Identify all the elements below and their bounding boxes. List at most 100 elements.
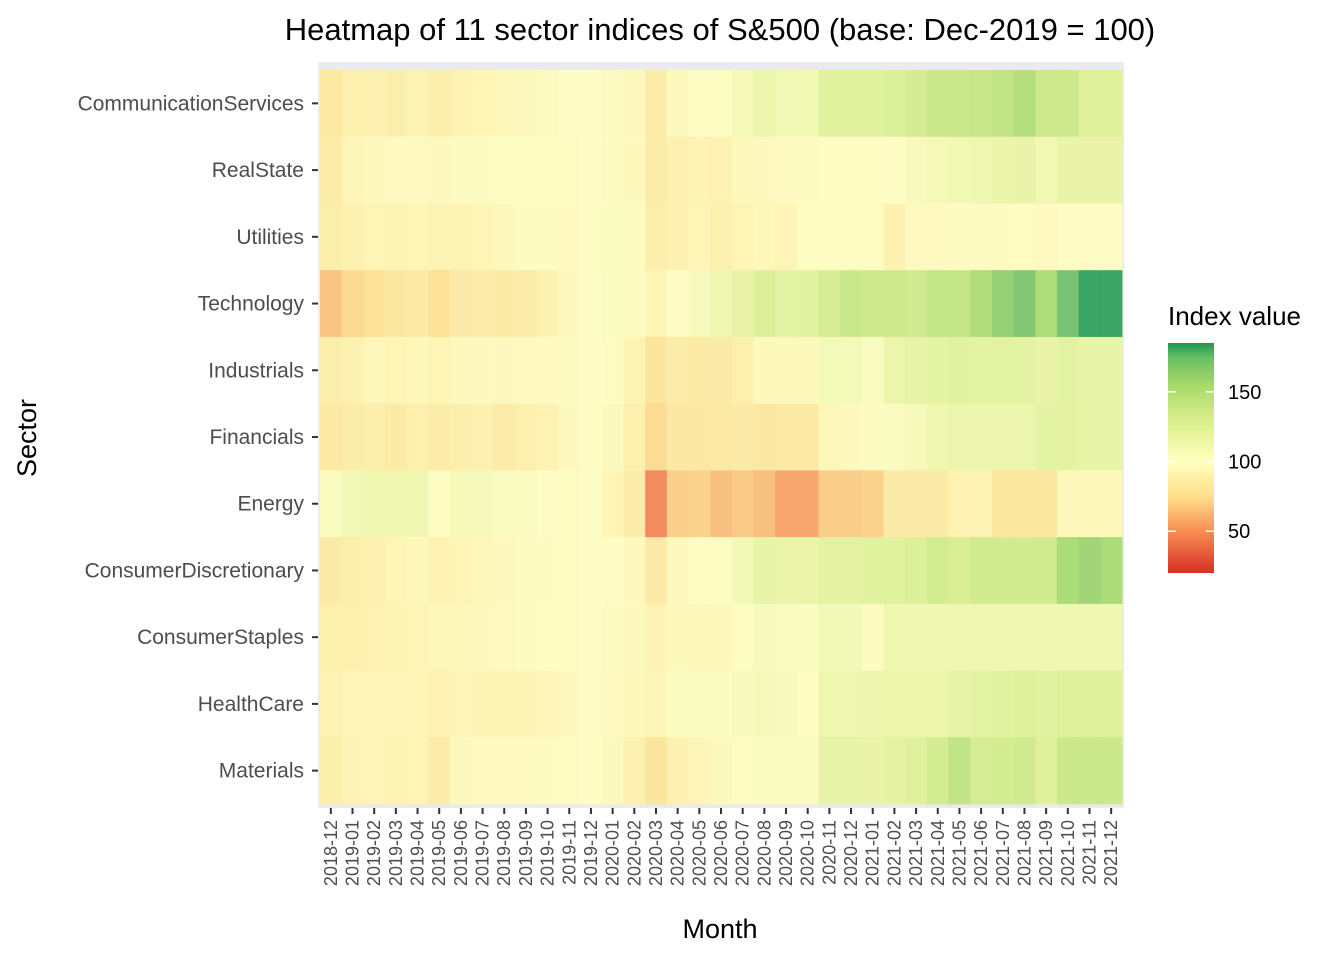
heatmap-cell	[363, 737, 386, 805]
heatmap-cell	[623, 336, 646, 405]
heatmap-cell	[623, 203, 646, 271]
heatmap-cell	[406, 403, 429, 471]
heatmap-cell	[1013, 270, 1036, 338]
x-tick-label: 2021-02	[884, 820, 904, 886]
x-tick-label: 2019-02	[364, 820, 384, 886]
heatmap-cell	[645, 270, 668, 338]
heatmap-cell	[406, 670, 429, 738]
heatmap-cell	[710, 470, 733, 538]
heatmap-cell	[926, 136, 949, 204]
heatmap-cell	[1056, 336, 1080, 405]
x-tick-label: 2021-06	[971, 820, 991, 886]
x-tick-label: 2020-03	[646, 820, 666, 886]
heatmap-cell	[450, 136, 473, 204]
heatmap-cell	[926, 203, 949, 271]
heatmap-cell	[1013, 403, 1036, 471]
heatmap-cell	[1078, 270, 1101, 338]
heatmap-cell	[385, 537, 408, 605]
heatmap-cell	[731, 270, 754, 338]
heatmap-cell	[341, 537, 364, 605]
x-tick-label: 2020-02	[624, 820, 644, 886]
heatmap-cell	[775, 537, 798, 605]
heatmap-cell	[840, 136, 863, 204]
heatmap-cell	[970, 136, 993, 204]
heatmap-cell	[645, 470, 668, 538]
heatmap-cell	[1078, 537, 1101, 605]
heatmap-cell	[666, 336, 689, 405]
heatmap-cell	[645, 136, 668, 204]
y-tick-label: Financials	[209, 426, 304, 449]
heatmap-cell	[840, 470, 863, 538]
heatmap-cell	[883, 670, 906, 738]
x-tick-label: 2018-12	[321, 820, 341, 886]
heatmap-cell	[536, 336, 559, 405]
heatmap-cell	[753, 203, 776, 271]
y-tick-label: RealState	[212, 159, 304, 182]
heatmap-cell	[861, 537, 884, 605]
color-legend: Index value 50 100 150	[1168, 301, 1301, 573]
x-tick-label: 2019-03	[386, 820, 406, 886]
heatmap-cell	[926, 270, 949, 338]
heatmap-tiles	[320, 70, 1123, 805]
heatmap-cell	[796, 670, 819, 738]
heatmap-cell	[558, 537, 581, 605]
heatmap-cell	[840, 670, 863, 738]
heatmap-cell	[385, 737, 408, 805]
x-tick-label: 2019-01	[343, 820, 363, 886]
heatmap-cell	[1035, 203, 1058, 271]
heatmap-cell	[385, 136, 408, 204]
legend-tick-label: 100	[1228, 451, 1261, 473]
heatmap-cell	[450, 403, 473, 471]
heatmap-cell	[536, 537, 559, 605]
heatmap-cell	[883, 70, 906, 138]
heatmap-cell	[666, 270, 689, 338]
heatmap-cell	[840, 203, 863, 271]
heatmap-cell	[363, 470, 386, 538]
heatmap-cell	[818, 403, 841, 471]
heatmap-cell	[558, 336, 581, 405]
heatmap-cell	[623, 270, 646, 338]
x-tick-label: 2020-04	[668, 820, 688, 886]
heatmap-cell	[320, 203, 343, 271]
x-tick-label: 2021-03	[906, 820, 926, 886]
heatmap-cell	[926, 737, 949, 805]
heatmap-cell	[406, 537, 429, 605]
heatmap-cell	[515, 336, 538, 405]
heatmap-cell	[1035, 136, 1058, 204]
heatmap-cell	[1035, 737, 1058, 805]
heatmap-cell	[861, 737, 884, 805]
heatmap-cell	[341, 203, 364, 271]
heatmap-cell	[861, 470, 884, 538]
heatmap-cell	[493, 136, 516, 204]
heatmap-cell	[515, 270, 538, 338]
y-tick-label: ConsumerDiscretionary	[85, 559, 305, 582]
heatmap-cell	[861, 203, 884, 271]
x-axis-title: Month	[682, 914, 757, 944]
heatmap-cell	[471, 670, 494, 738]
heatmap-cell	[1035, 70, 1058, 138]
heatmap-cell	[991, 336, 1015, 405]
heatmap-cell	[710, 737, 733, 805]
heatmap-cell	[775, 336, 798, 405]
heatmap-cell	[775, 203, 798, 271]
heatmap-cell	[905, 603, 928, 671]
heatmap-cell	[1100, 336, 1123, 405]
heatmap-cell	[688, 403, 711, 471]
heatmap-cell	[385, 203, 408, 271]
heatmap-cell	[666, 203, 689, 271]
heatmap-cell	[905, 470, 928, 538]
heatmap-cell	[493, 737, 516, 805]
heatmap-cell	[1035, 537, 1058, 605]
heatmap-cell	[731, 336, 754, 405]
heatmap-cell	[926, 537, 949, 605]
x-tick-label: 2019-10	[538, 820, 558, 886]
heatmap-cell	[645, 203, 668, 271]
heatmap-cell	[796, 603, 819, 671]
heatmap-cell	[1013, 70, 1036, 138]
heatmap-cell	[1056, 136, 1080, 204]
heatmap-cell	[515, 203, 538, 271]
heatmap-cell	[710, 270, 733, 338]
heatmap-cell	[1013, 603, 1036, 671]
heatmap-cell	[601, 403, 624, 471]
